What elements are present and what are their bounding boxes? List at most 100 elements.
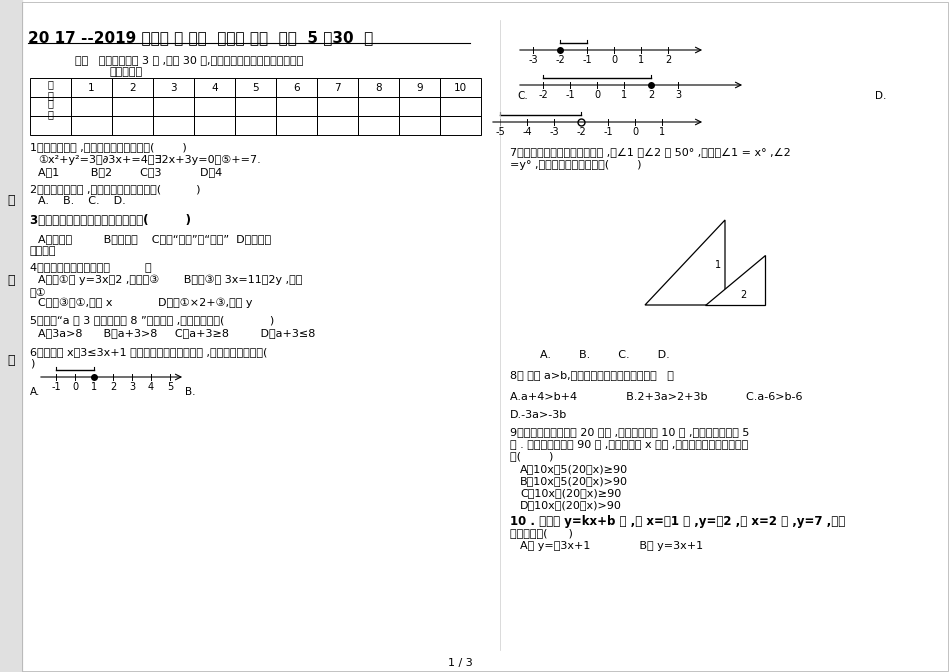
Text: 10: 10: [454, 83, 467, 93]
Text: 题
号: 题 号: [48, 79, 53, 101]
Text: 0: 0: [611, 55, 618, 65]
Text: A.: A.: [30, 387, 40, 397]
Text: C．10x－(20－x)≥90: C．10x－(20－x)≥90: [520, 488, 621, 498]
Text: A．代入法         B．加减法    C．化“二元”为“一元”  D．代入法: A．代入法 B．加减法 C．化“二元”为“一元” D．代入法: [38, 234, 271, 244]
Polygon shape: [705, 255, 765, 305]
Bar: [276, 116, 317, 135]
Text: 名: 名: [8, 194, 15, 206]
Text: 1: 1: [638, 55, 644, 65]
Bar: [112, 116, 153, 135]
Text: B．10x－5(20－x)>90: B．10x－5(20－x)>90: [520, 476, 628, 486]
Bar: [317, 78, 358, 97]
Bar: [71, 78, 112, 97]
Bar: [194, 116, 235, 135]
Bar: [358, 78, 399, 97]
Text: 2: 2: [740, 290, 747, 300]
Text: 9: 9: [416, 83, 423, 93]
Text: 入①: 入①: [30, 287, 47, 297]
Bar: [358, 116, 399, 135]
Bar: [399, 78, 440, 97]
Text: 0: 0: [72, 382, 78, 392]
Bar: [30, 116, 71, 135]
Text: 5、根据“a 与 3 的和不小于 8 ”列不等式 ,正确的选项是(             ): 5、根据“a 与 3 的和不小于 8 ”列不等式 ,正确的选项是( ): [30, 315, 275, 325]
Text: A． y=－3x+1              B． y=3x+1: A． y=－3x+1 B． y=3x+1: [520, 541, 703, 551]
Text: -3: -3: [528, 55, 538, 65]
Text: 7、一副三角板按如图方式摆放 ,且∠1 比∠2 大 50° ,假设设∠1 = x° ,∠2: 7、一副三角板按如图方式摆放 ,且∠1 比∠2 大 50° ,假设设∠1 = x…: [510, 148, 790, 158]
Bar: [317, 97, 358, 116]
Text: D．10x－(20－x)>90: D．10x－(20－x)>90: [520, 500, 622, 510]
Text: 分 . 娜娜得分要超过 90 分 ,设她答对了 x 道题 ,那么根据题意可列不等式: 分 . 娜娜得分要超过 90 分 ,设她答对了 x 道题 ,那么根据题意可列不等…: [510, 439, 749, 449]
Bar: [358, 97, 399, 116]
Text: 2: 2: [648, 90, 655, 100]
Text: A．10x－5(20－x)≥90: A．10x－5(20－x)≥90: [520, 464, 628, 474]
Text: 2: 2: [110, 382, 116, 392]
Bar: [276, 97, 317, 116]
Text: -2: -2: [576, 127, 586, 137]
Bar: [440, 97, 481, 116]
Text: A.a+4>b+4              B.2+3a>2+3b           C.a-6>b-6: A.a+4>b+4 B.2+3a>2+3b C.a-6>b-6: [510, 392, 803, 402]
Text: 4、方程组的最优解法是（          ）: 4、方程组的最优解法是（ ）: [30, 262, 152, 272]
Text: 20 17 --2019 学年第 二 学期  七年级 数学  试卷  5 月30  日: 20 17 --2019 学年第 二 学期 七年级 数学 试卷 5 月30 日: [28, 30, 373, 45]
Text: 4: 4: [148, 382, 154, 392]
Text: -3: -3: [549, 127, 559, 137]
Text: 3: 3: [129, 382, 135, 392]
Text: A.    B.    C.    D.: A. B. C. D.: [38, 196, 125, 206]
Text: 9、某次知识竞赛共有 20 道题 ,每一题答对得 10 分 ,答错或不答都才 5: 9、某次知识竞赛共有 20 道题 ,每一题答对得 10 分 ,答错或不答都才 5: [510, 427, 750, 437]
Bar: [30, 97, 71, 116]
Text: 答
案: 答 案: [48, 98, 53, 120]
Bar: [399, 97, 440, 116]
Bar: [235, 97, 276, 116]
Text: 6、不等式 x－3≤3x+1 的解集在数轴上表示如下 ,其中正确的选项是(: 6、不等式 x－3≤3x+1 的解集在数轴上表示如下 ,其中正确的选项是(: [30, 347, 267, 357]
Bar: [276, 78, 317, 97]
Text: -2: -2: [555, 55, 565, 65]
Text: 1: 1: [715, 260, 721, 270]
Text: C.: C.: [517, 91, 528, 101]
Text: 1 / 3: 1 / 3: [447, 658, 472, 668]
Text: 8． 如果 a>b,那么以下各式中不成立的是（   ）: 8． 如果 a>b,那么以下各式中不成立的是（ ）: [510, 370, 674, 380]
Text: 4: 4: [211, 83, 218, 93]
Text: 一、   选择题（每题 3 分 ,共计 30 分,把正确答案的序号写在对应题号: 一、 选择题（每题 3 分 ,共计 30 分,把正确答案的序号写在对应题号: [75, 55, 303, 65]
Text: 级: 级: [8, 353, 15, 366]
Polygon shape: [645, 220, 725, 305]
Bar: [71, 97, 112, 116]
Bar: [235, 78, 276, 97]
Bar: [440, 78, 481, 97]
Bar: [71, 116, 112, 135]
Text: -5: -5: [495, 127, 504, 137]
Text: 号: 号: [8, 274, 15, 286]
Text: 10 . 在等式 y=kx+b 中 ,当 x=－1 时 ,y=－2 ,当 x=2 时 ,y=7 ,那么: 10 . 在等式 y=kx+b 中 ,当 x=－1 时 ,y=－2 ,当 x=2…: [510, 515, 846, 528]
Bar: [153, 116, 194, 135]
Text: 3、解二元一次方程组的根本思路是(         ): 3、解二元一次方程组的根本思路是( ): [30, 214, 191, 227]
Bar: [235, 116, 276, 135]
Text: 2、以下方程组中 ,是二元一次方程组的是(          ): 2、以下方程组中 ,是二元一次方程组的是( ): [30, 184, 200, 194]
Text: -1: -1: [603, 127, 613, 137]
Text: 3: 3: [674, 90, 681, 100]
Text: A．3a>8      B．a+3>8     C．a+3≥8         D．a+3≤8: A．3a>8 B．a+3>8 C．a+3≥8 D．a+3≤8: [38, 328, 315, 338]
Text: -1: -1: [565, 90, 575, 100]
Bar: [153, 97, 194, 116]
Text: 1: 1: [91, 382, 97, 392]
Text: -1: -1: [51, 382, 61, 392]
Text: 2: 2: [665, 55, 671, 65]
Bar: [399, 116, 440, 135]
Text: 5: 5: [167, 382, 173, 392]
Text: -4: -4: [522, 127, 532, 137]
Text: ): ): [30, 359, 34, 369]
Text: C．由③－①,消去 x             D．由①×2+③,消去 y: C．由③－①,消去 x D．由①×2+③,消去 y: [38, 298, 253, 308]
Text: 1: 1: [88, 83, 95, 93]
Text: B.: B.: [185, 387, 196, 397]
Bar: [112, 78, 153, 97]
Text: D.: D.: [875, 91, 886, 101]
Text: 的表格中）: 的表格中）: [110, 67, 143, 77]
Text: 或加减法: 或加减法: [30, 246, 56, 256]
Text: 6: 6: [294, 83, 300, 93]
Text: 0: 0: [632, 127, 638, 137]
Text: 1: 1: [659, 127, 665, 137]
Text: A.        B.        C.        D.: A. B. C. D.: [540, 350, 670, 360]
Text: =y° ,那么可得到的方程组为(        ): =y° ,那么可得到的方程组为( ): [510, 160, 641, 170]
Text: 为(        ): 为( ): [510, 451, 553, 461]
Text: A．1         B．2        C．3           D．4: A．1 B．2 C．3 D．4: [38, 167, 222, 177]
Text: 1、以下方程中 ,二元一次方程的个数有(        ): 1、以下方程中 ,二元一次方程的个数有( ): [30, 142, 187, 152]
Text: 3: 3: [170, 83, 177, 93]
Bar: [317, 116, 358, 135]
